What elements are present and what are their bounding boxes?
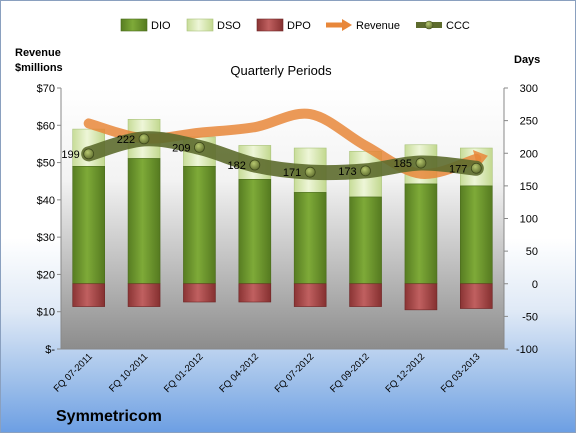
dio-bar [349,196,382,285]
ccc-data-label: 173 [338,166,356,178]
dpo-bar [127,283,161,307]
left-tick-label: $70 [37,83,55,95]
right-axis-label: Days [514,54,540,66]
x-tick-label: FQ 07-2011 [52,351,95,394]
x-tick-label: FQ 01-2012 [162,351,206,395]
left-axis-label-line2: $millions [15,62,63,74]
ccc-data-label: 222 [117,134,135,146]
chart-title: Quarterly Periods [230,63,332,78]
ccc-point [304,166,316,178]
dpo-bar [460,283,493,309]
right-tick-label: 300 [520,83,538,95]
right-tick-label: 50 [526,246,538,258]
ccc-point [83,148,95,160]
left-tick-label: $50 [37,158,55,170]
dio-bar [404,183,438,285]
left-tick-label: $40 [37,195,55,207]
company-name: Symmetricom [56,408,162,425]
ccc-data-label: 177 [449,163,467,175]
line-series: 199 222 209 182 171 173 185 177 [61,108,488,181]
dio-bar [72,166,105,285]
right-tick-label: -100 [516,344,538,356]
legend-label-dio: DIO [151,20,171,32]
dpo-bar [349,283,382,307]
x-tick-label: FQ 03-2013 [439,351,483,395]
legend-arrowhead-revenue [342,19,352,31]
right-axis: -100 -50 0 50 100 150 200 250 300 [503,83,538,356]
left-tick-label: $- [45,344,55,356]
right-tick-label: 0 [532,279,538,291]
plot-area [61,88,504,349]
right-tick-label: 100 [520,214,538,226]
left-tick-label: $20 [37,269,55,281]
ccc-point [470,162,482,174]
left-axis-label-line1: Revenue [15,47,61,59]
left-tick-label: $30 [37,232,55,244]
ccc-data-label: 185 [394,158,412,170]
dio-bar [127,158,161,285]
dpo-bar [72,283,105,307]
legend: DIO DSO DPO Revenue CCC [120,18,470,32]
x-tick-label: FQ 12-2012 [383,351,427,395]
dpo-bar [293,283,327,307]
legend-label-dpo: DPO [287,20,311,32]
ccc-point [360,165,371,177]
ccc-data-label: 199 [61,149,79,161]
right-tick-label: -50 [522,311,538,323]
ccc-point [194,141,205,153]
left-axis: $- $10 $20 $30 $40 $50 $60 $70 [37,83,62,356]
ccc-point [138,133,150,145]
ccc-data-label: 171 [283,167,301,179]
x-tick-label: FQ 09-2012 [328,351,372,395]
dio-bar [293,192,327,285]
legend-swatch-dso [186,18,214,32]
legend-label-dso: DSO [217,20,241,32]
x-axis: FQ 07-2011 FQ 10-2011 FQ 01-2012 FQ 04-2012… [52,348,504,395]
right-tick-label: 250 [520,116,538,128]
legend-label-ccc: CCC [446,20,470,32]
dio-bar [183,166,216,285]
x-tick-label: FQ 04-2012 [217,351,261,395]
dpo-bar [238,283,272,303]
legend-label-revenue: Revenue [356,20,400,32]
dio-bar [238,179,272,285]
dpo-bar [404,283,438,311]
legend-dot-ccc [424,20,434,30]
right-tick-label: 200 [520,148,538,160]
left-tick-label: $60 [37,120,55,132]
ccc-point [249,159,261,171]
left-tick-label: $10 [37,307,55,319]
legend-swatch-dpo [256,18,284,32]
x-tick-label: FQ 07-2012 [273,351,317,395]
x-tick-label: FQ 10-2011 [107,351,150,394]
ccc-data-label: 209 [172,142,190,154]
dio-bar [460,185,493,285]
ccc-point [415,157,427,169]
dpo-bar [183,283,216,303]
legend-swatch-dio [120,18,148,32]
ccc-data-label: 182 [227,160,245,172]
right-tick-label: 150 [520,181,538,193]
